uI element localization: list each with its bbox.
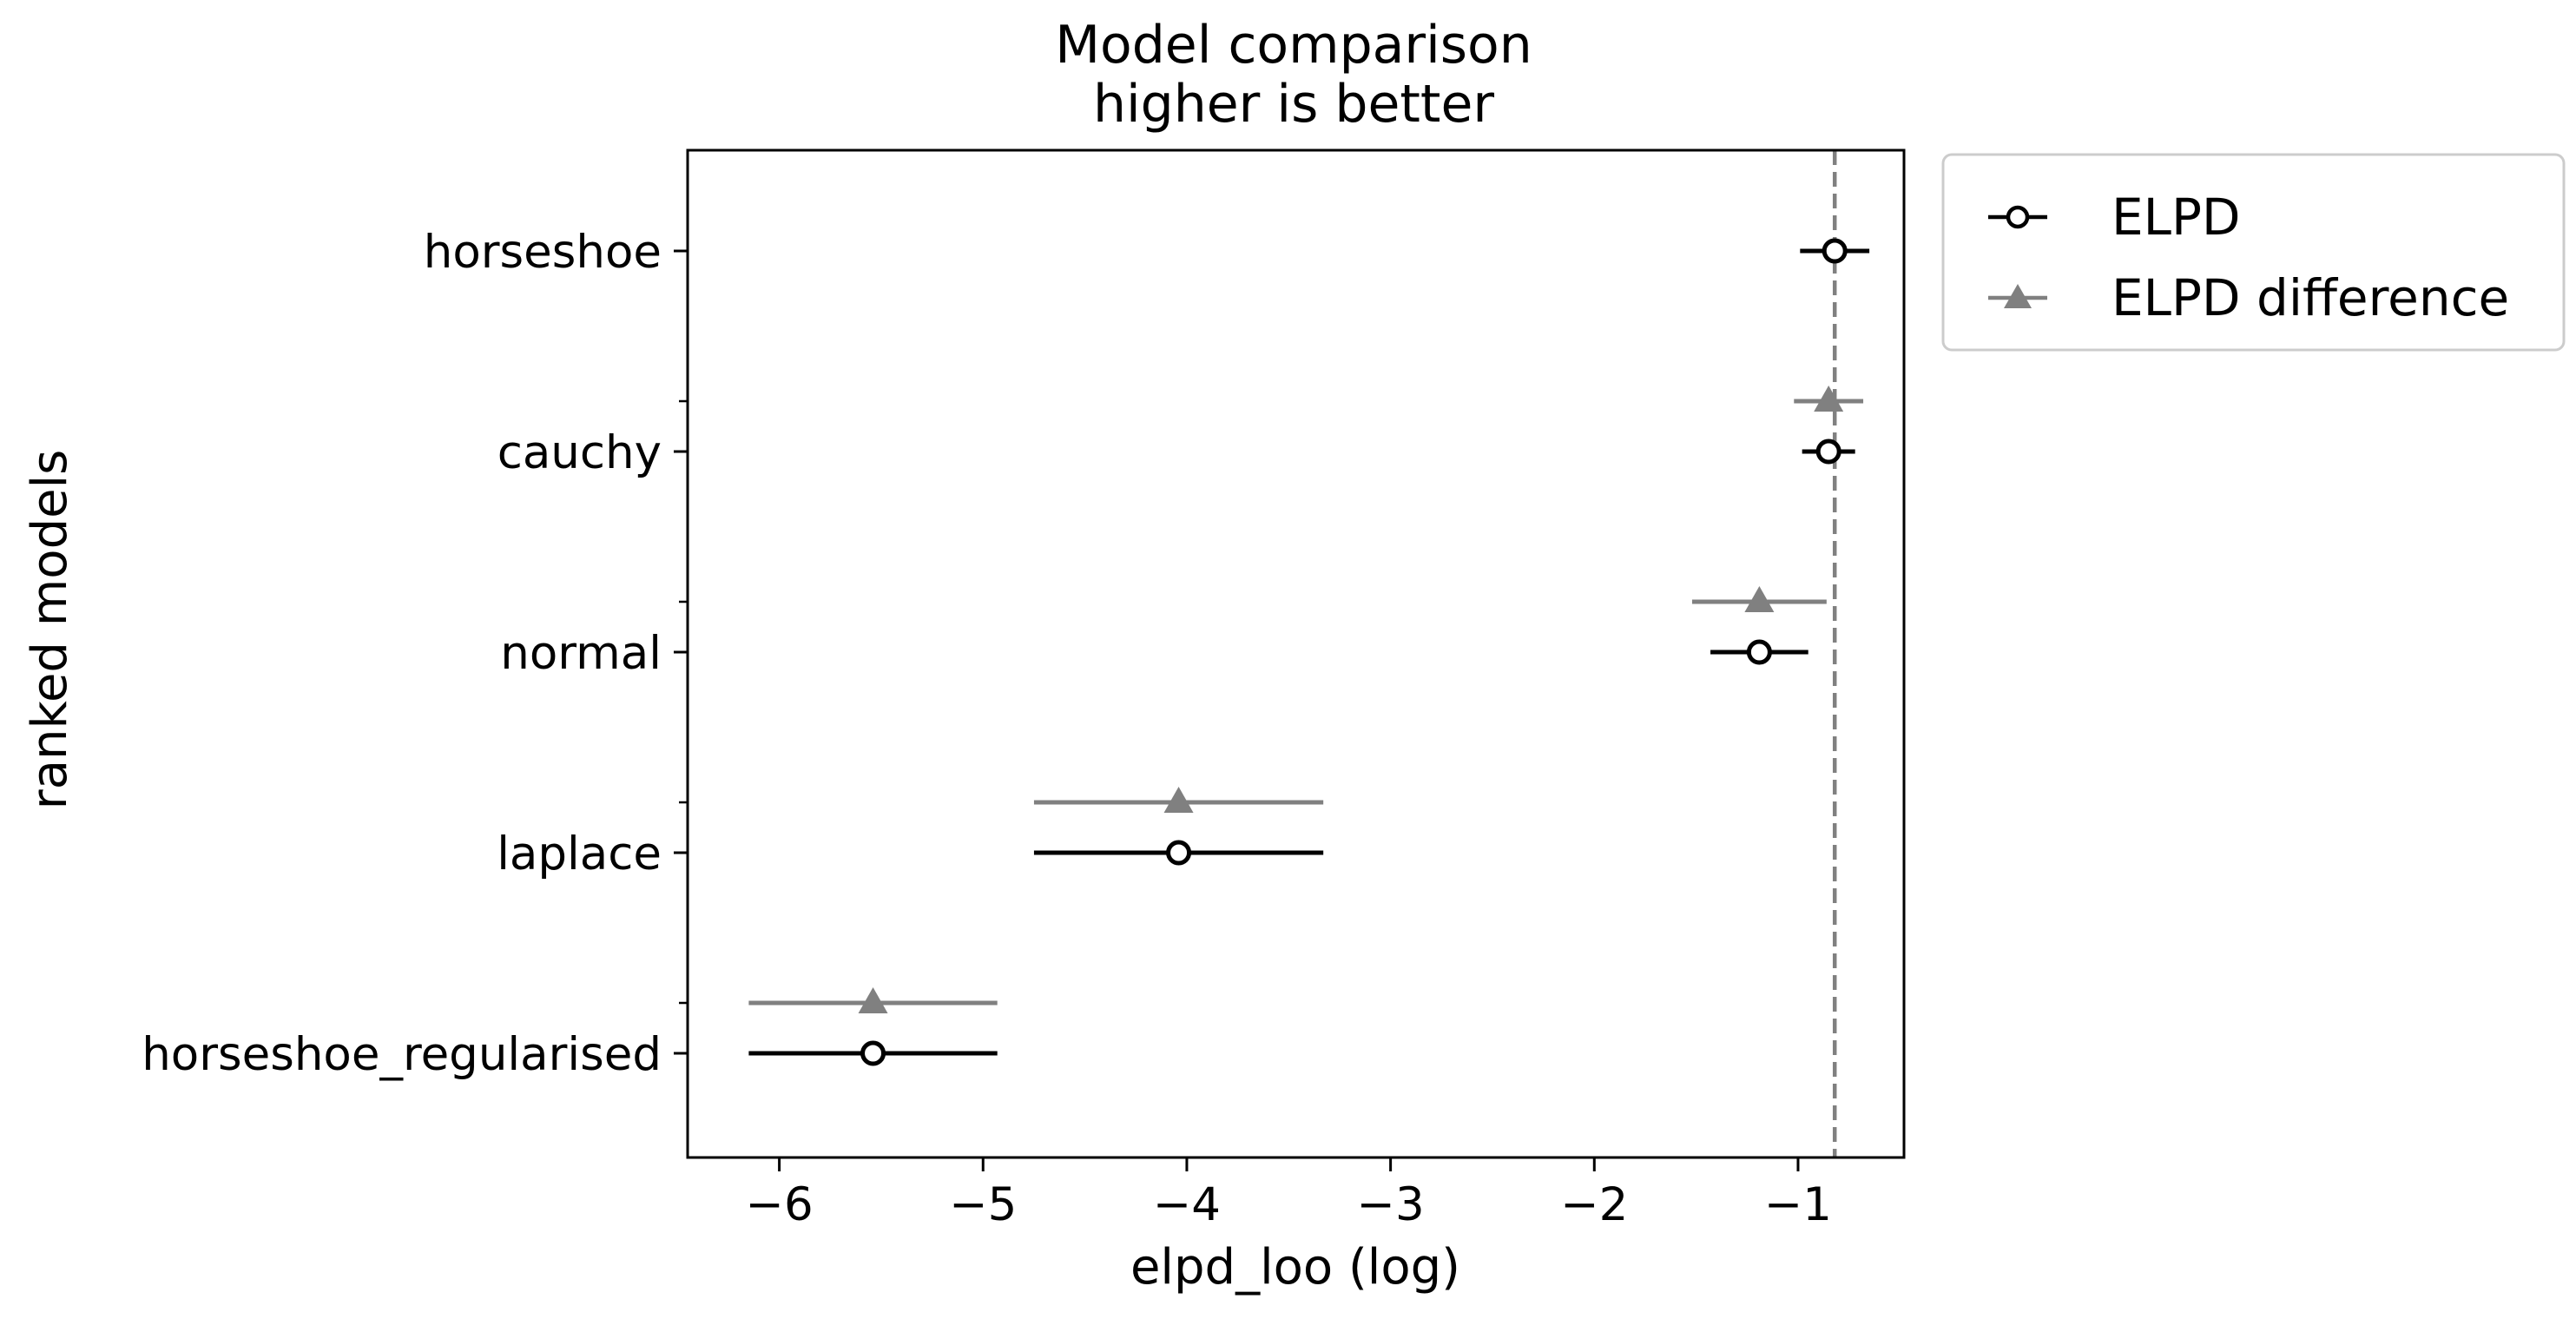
y-tick-label: laplace: [497, 828, 662, 880]
difference-marker: [1163, 787, 1194, 813]
difference-marker: [858, 987, 888, 1013]
difference-marker: [1744, 586, 1775, 612]
legend-difference-label: ELPD difference: [2112, 268, 2509, 327]
chart-title: Model comparison: [1055, 15, 1532, 76]
elpd-marker: [1166, 840, 1192, 866]
y-axis-label: ranked models: [22, 450, 78, 810]
y-tick-label: cauchy: [497, 426, 662, 479]
x-tick-label: −6: [746, 1178, 814, 1231]
x-axis-label: elpd_loo (log): [1130, 1239, 1460, 1296]
y-tick-label: horseshoe: [424, 226, 662, 279]
legend-elpd-label: ELPD: [2112, 188, 2241, 247]
plot-area: −6 −5 −4 −3 −2 −1 horseshoe cauchy normal laplace…: [142, 150, 1870, 1231]
elpd-marker: [1746, 639, 1772, 665]
x-tick-label: −4: [1153, 1178, 1221, 1231]
legend-elpd-marker: [2006, 205, 2030, 229]
elpd-marker: [1815, 439, 1841, 465]
x-tick-label: −2: [1560, 1178, 1628, 1231]
legend-frame: [1941, 153, 2566, 352]
x-tick-label: −1: [1764, 1178, 1832, 1231]
x-tick-label: −5: [949, 1178, 1017, 1231]
elpd-marker: [1822, 238, 1848, 264]
difference-marker: [1814, 386, 1844, 412]
y-tick-label: horseshoe_regularised: [142, 1028, 662, 1081]
legend-difference-marker: [2004, 284, 2032, 308]
y-tick-label: normal: [500, 627, 662, 680]
plot-frame: [686, 148, 1906, 1159]
legend: ELPD ELPD difference: [1941, 153, 2566, 352]
x-tick-label: −3: [1357, 1178, 1425, 1231]
elpd-marker: [860, 1040, 886, 1066]
chart-subtitle: higher is better: [1093, 74, 1494, 135]
